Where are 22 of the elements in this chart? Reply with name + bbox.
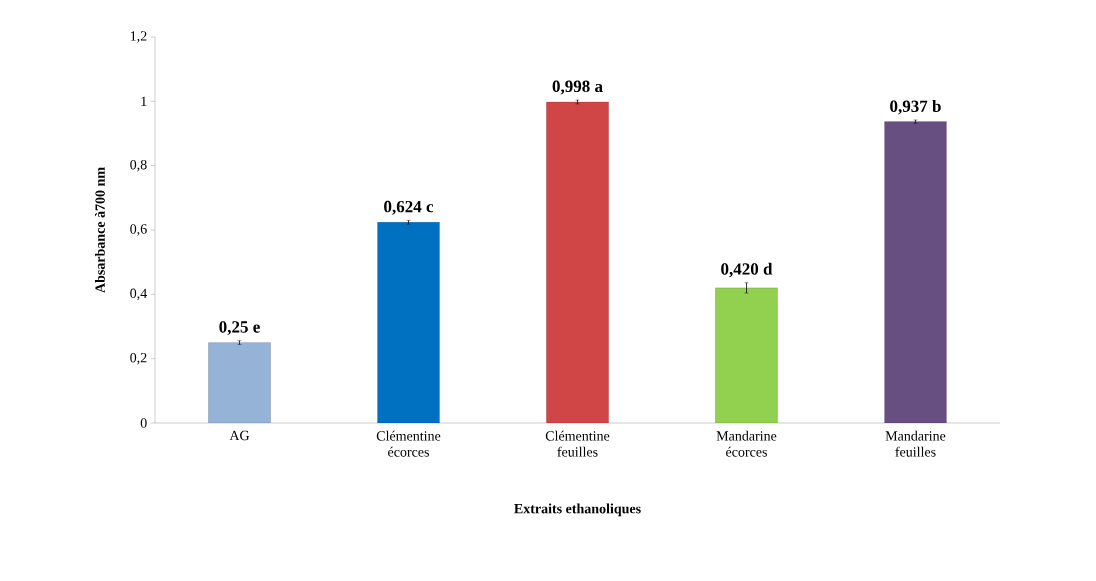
y-tick-label: 1 bbox=[141, 96, 147, 106]
x-axis-title: Extraits ethanoliques bbox=[514, 503, 641, 517]
x-tick-label: Mandarine écorces bbox=[716, 430, 777, 457]
bar bbox=[208, 342, 271, 423]
y-tick-label: 0,2 bbox=[130, 352, 147, 365]
y-tick-label: 0,6 bbox=[130, 224, 147, 236]
bar bbox=[546, 101, 609, 423]
data-label: 0,25 e bbox=[219, 321, 260, 336]
x-tick-label: Clémentine feuilles bbox=[545, 430, 610, 457]
data-label: 0,624 c bbox=[384, 200, 434, 215]
y-axis-title: Absarbance à700 nm bbox=[94, 167, 105, 293]
data-label: 0,420 d bbox=[721, 262, 773, 278]
data-label: 0,998 a bbox=[552, 80, 603, 95]
x-tick-label: AG bbox=[229, 430, 250, 441]
y-tick-label: 0,4 bbox=[130, 288, 147, 301]
data-label: 0,937 b bbox=[890, 100, 941, 115]
y-tick-label: 0 bbox=[140, 418, 147, 428]
bar bbox=[715, 287, 778, 423]
y-tick-label: 0,8 bbox=[130, 159, 147, 172]
x-tick-label: Mandarine feuilles bbox=[885, 430, 946, 457]
y-tick-label: 1,2 bbox=[130, 31, 147, 43]
x-tick-label: Clémentine écorces bbox=[376, 430, 441, 457]
